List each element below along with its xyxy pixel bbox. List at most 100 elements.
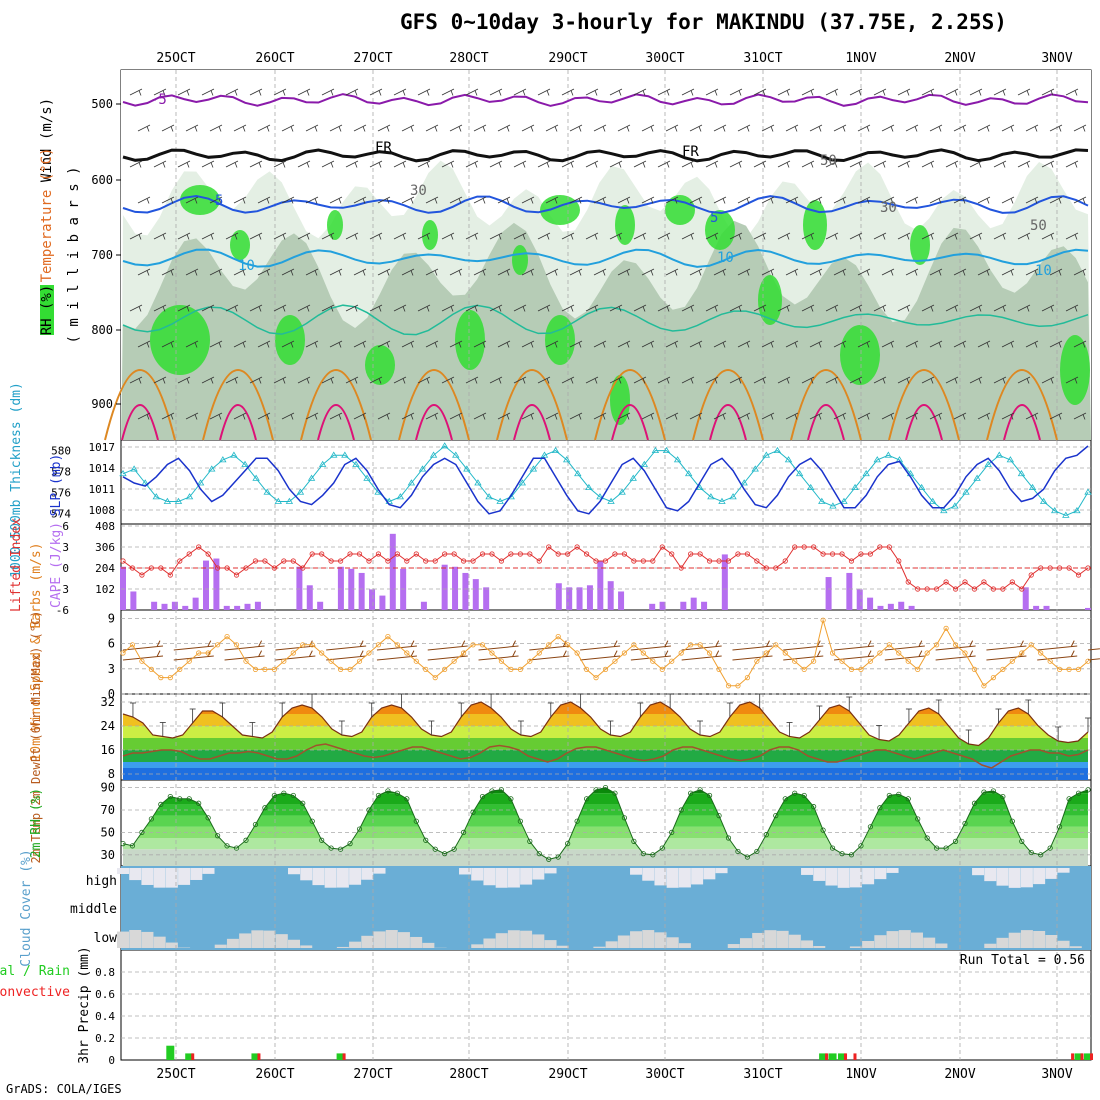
wind-barb bbox=[377, 196, 391, 204]
li-line-point bbox=[773, 565, 779, 571]
temp-contour-20 bbox=[496, 369, 568, 441]
wind10-speed-line-point bbox=[896, 650, 902, 656]
rh2m-line-point bbox=[177, 796, 183, 802]
wind10-barb bbox=[935, 650, 976, 661]
cape-bar bbox=[441, 564, 448, 610]
wind-barb bbox=[473, 412, 487, 420]
rh2m-line-point bbox=[224, 843, 230, 849]
wind-barb bbox=[713, 124, 727, 132]
wind-barb bbox=[681, 376, 695, 384]
li-line-point bbox=[943, 579, 949, 585]
rh2m-line-point bbox=[877, 805, 883, 811]
li-line-point bbox=[319, 551, 325, 557]
wind-barb bbox=[873, 376, 887, 384]
wind10-speed-line-point bbox=[470, 642, 476, 648]
wind-barb bbox=[281, 124, 295, 132]
wind10-barb bbox=[478, 640, 519, 651]
wind-barb bbox=[905, 124, 919, 132]
wind-barb bbox=[857, 340, 871, 348]
wind-barb bbox=[513, 376, 527, 384]
wind-barb bbox=[729, 304, 743, 312]
wind-barb bbox=[401, 124, 415, 132]
cloud-high-gap bbox=[703, 868, 716, 880]
wind-barb bbox=[393, 160, 407, 168]
wind-barb bbox=[305, 124, 319, 132]
thickness-line-point bbox=[773, 446, 782, 454]
wind-barb bbox=[1065, 304, 1079, 312]
wind-barb bbox=[473, 196, 487, 204]
wind-barb bbox=[417, 160, 431, 168]
thickness-line-point bbox=[219, 456, 227, 463]
wind-barb bbox=[761, 340, 775, 348]
wind10-speed-line-point bbox=[375, 642, 382, 648]
wind-barb bbox=[297, 304, 311, 312]
thickness-line-point bbox=[551, 446, 560, 454]
wind-barb bbox=[353, 124, 367, 132]
wind-barb bbox=[537, 88, 551, 96]
rh2m-line-point bbox=[678, 807, 684, 813]
thickness-line-point bbox=[119, 469, 127, 477]
wind-barb bbox=[857, 124, 871, 132]
cloud-low-gap bbox=[752, 932, 765, 948]
rh2m-line bbox=[122, 787, 1089, 860]
thickness-line-point bbox=[984, 460, 992, 467]
wind10-speed-line-point bbox=[612, 658, 618, 664]
wind-barb bbox=[225, 88, 239, 96]
rh2m-tick-label: 50 bbox=[101, 825, 115, 839]
cloud-low-gap bbox=[935, 943, 948, 948]
wind-barb bbox=[129, 376, 143, 384]
wind-barb bbox=[777, 232, 791, 240]
wind-barb bbox=[537, 160, 551, 168]
thickness-line-point bbox=[463, 465, 471, 472]
temp-contour-25 bbox=[807, 404, 845, 441]
wind10-speed-line-point bbox=[460, 650, 467, 656]
wind10-barb bbox=[478, 650, 519, 661]
wind-barb bbox=[281, 412, 295, 420]
wind-barb bbox=[1073, 340, 1087, 348]
li-line-point bbox=[309, 551, 315, 557]
wind-barb bbox=[137, 124, 151, 132]
thickness-line-point bbox=[429, 451, 438, 458]
cloud-low-gap bbox=[422, 942, 435, 948]
li-tick-label: -6 bbox=[56, 604, 69, 617]
wind-barb bbox=[729, 232, 743, 240]
wind-barb bbox=[953, 268, 967, 276]
wind10-barb bbox=[783, 650, 824, 661]
rh2m-line-point bbox=[451, 846, 457, 852]
thickness-line-point bbox=[851, 483, 859, 491]
wind-barb bbox=[377, 124, 391, 132]
cape-bar bbox=[618, 591, 625, 610]
cape-bar bbox=[171, 601, 178, 610]
wind-barb bbox=[225, 160, 239, 168]
cloud-low-gap bbox=[495, 933, 508, 948]
precip-total-bar bbox=[1074, 1053, 1083, 1060]
wind10-barb bbox=[529, 640, 570, 651]
wind-barb bbox=[1017, 232, 1031, 240]
wind-barb bbox=[737, 196, 751, 204]
wind-barb bbox=[209, 412, 223, 420]
wind-barb bbox=[473, 268, 487, 276]
wind-barb bbox=[737, 124, 751, 132]
rh2m-line-point bbox=[905, 796, 911, 802]
li-line-point bbox=[602, 558, 609, 564]
wind10-speed-line-point bbox=[773, 642, 779, 648]
wind-barb bbox=[521, 124, 535, 132]
wind10-speed-line-point bbox=[1047, 658, 1053, 664]
wind-barb bbox=[569, 124, 583, 132]
li-line-point bbox=[385, 558, 391, 564]
rh2m-line-point bbox=[196, 800, 202, 806]
rh2m-line-point bbox=[460, 829, 467, 836]
cloud-low-gap bbox=[275, 934, 288, 948]
cloud-low-gap bbox=[874, 935, 887, 948]
wind-barb bbox=[969, 376, 983, 384]
rh2m-line-point bbox=[716, 812, 722, 819]
wind-barb bbox=[905, 412, 919, 420]
wind-barb bbox=[569, 196, 583, 204]
wind-barb bbox=[809, 268, 823, 276]
cape-bar bbox=[400, 568, 407, 610]
wind10-speed-line-point bbox=[309, 642, 315, 648]
temp2m-tick-label: 8 bbox=[108, 767, 115, 781]
wind-barb bbox=[561, 304, 575, 312]
wind10-speed-line-point bbox=[290, 650, 296, 656]
wind-barb bbox=[377, 340, 391, 348]
